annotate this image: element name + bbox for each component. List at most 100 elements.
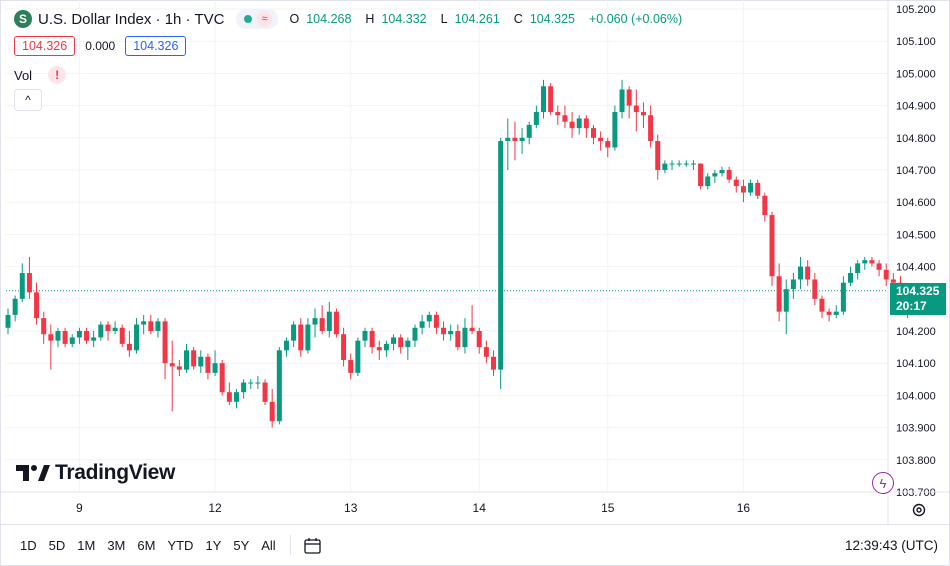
y-tick-label: 104.900 [896,101,936,113]
close-value: 104.325 [529,12,575,26]
gear-icon[interactable] [910,501,928,519]
chart-canvas[interactable]: 105.200 105.100 105.000 104.900 104.800 104.7… [0,0,950,524]
candle-body [355,340,361,373]
y-tick-label: 104.400 [896,262,936,274]
candle-body [262,382,268,402]
candle-body [662,163,668,170]
candle-body [398,337,404,348]
candle-body [469,327,475,331]
candle-body [12,298,18,315]
candle-body [5,314,11,328]
candle-body [462,327,468,348]
last-price-value: 104.325 [896,283,940,298]
candle-body [655,141,661,170]
candle-body [562,115,568,122]
candle-body [184,350,189,370]
candle-body [755,182,761,196]
candle-body [91,337,97,341]
market-status-icon [244,15,253,23]
candle-body [219,363,225,393]
candle-body [19,273,25,299]
candle-body [519,137,525,142]
range-3m-button[interactable]: 3M [107,537,126,553]
buy-button[interactable]: 104.326 [125,36,187,56]
warning-icon[interactable]: ! [48,66,67,84]
candle-body [555,112,561,116]
range-5y-button[interactable]: 5Y [233,537,250,553]
collapse-legend-button[interactable]: ^ [14,89,42,111]
y-tick-label: 105.100 [896,36,936,48]
toolbar-divider [289,535,291,555]
candle-body [598,137,604,142]
candle-body [640,112,646,116]
candle-body [69,337,75,344]
candle-body [455,331,461,348]
candle-body [426,314,432,322]
candle-body [405,340,411,348]
candle-body [448,331,454,335]
chart-legend: S U.S. Dollar Index · 1h · TVC ≈ O 104.26… [14,9,689,29]
low-value: 104.261 [454,12,500,26]
candle-body [505,137,511,142]
tradingview-text: TradingView [55,461,176,484]
tradingview-logo-icon [16,465,50,481]
x-tick-label: 12 [208,501,222,515]
symbol-title[interactable]: U.S. Dollar Index · 1h · TVC [38,10,225,28]
tradingview-watermark: TradingView [16,461,175,485]
candle-body [776,276,782,312]
candle-body [783,289,789,312]
candle-body [348,359,354,373]
y-tick-label: 104.800 [896,133,936,145]
candle-body [876,263,882,270]
candle-body [119,327,125,344]
calendar-range-icon[interactable] [303,536,323,554]
candle-body [134,324,140,351]
y-tick-label: 104.100 [896,358,936,370]
candle-body [412,327,418,341]
y-tick-label: 104.200 [896,326,936,338]
range-all-button[interactable]: All [261,537,276,553]
candle-body [283,340,289,351]
candle-body [769,215,775,277]
candle-body [683,163,689,165]
ohlc-values: O 104.268 H 104.332 L 104.261 C 104.325 +0.0… [290,12,690,26]
candle-body [476,331,482,348]
status-pill[interactable]: ≈ [236,9,278,29]
range-1d-button[interactable]: 1D [20,537,37,553]
candle-body [719,170,725,174]
candle-body [112,327,118,331]
candle-body [62,331,68,344]
open-label: O [289,12,300,26]
candle-body [433,314,439,328]
high-label: H [365,12,375,26]
candle-body [376,347,382,351]
candle-body [626,89,632,106]
flash-icon[interactable]: ϟ [872,472,894,494]
candle-body [169,363,175,367]
volume-label[interactable]: Vol [14,67,33,83]
range-ytd-button[interactable]: YTD [167,537,194,553]
y-tick-label: 103.800 [896,455,936,467]
candle-body [419,321,425,328]
range-1y-button[interactable]: 1Y [205,537,222,553]
candle-body [526,124,532,138]
range-6m-button[interactable]: 6M [137,537,156,553]
candle-body [391,337,397,344]
candle-body [869,260,875,264]
candle-body [576,118,582,129]
utc-clock[interactable]: 12:39:43 (UTC) [844,537,938,553]
chevron-up-icon: ^ [25,93,31,107]
candle-body [883,269,889,280]
candle-body [569,121,575,129]
range-1m-button[interactable]: 1M [77,537,96,553]
candle-body [305,324,311,351]
volume-legend: Vol ! [14,66,67,84]
candle-body [226,392,232,402]
range-5d-button[interactable]: 5D [48,537,66,553]
symbol-logo-icon[interactable]: S [14,10,32,28]
candle-body [833,311,839,315]
candle-body [48,334,54,341]
candle-body [369,331,375,348]
candle-body [590,128,596,138]
sell-button[interactable]: 104.326 [14,36,76,56]
